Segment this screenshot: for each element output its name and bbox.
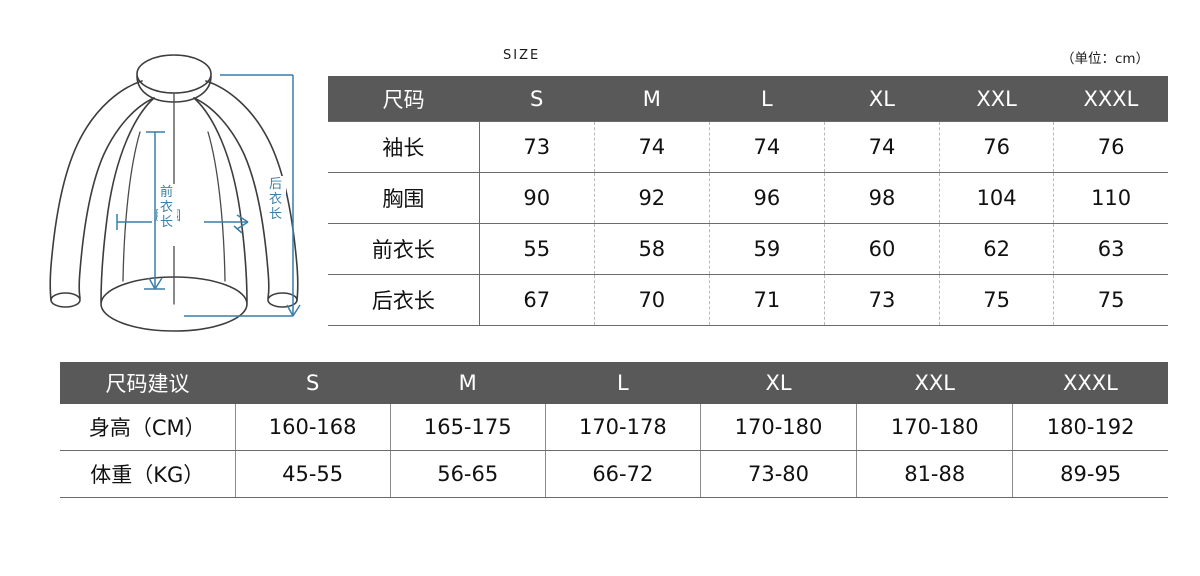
back-length-label: 后衣长 — [269, 177, 282, 222]
body-right-edge — [193, 97, 248, 303]
measurement-header-col-5: XXL — [939, 76, 1054, 122]
measurement-header-col-1: S — [479, 76, 595, 122]
table-row: 体重（KG） 45-55 56-65 66-72 73-80 81-88 89-… — [60, 450, 1168, 498]
measurement-row-3-cell-2: 71 — [709, 274, 825, 326]
measurement-row-1-cell-2: 96 — [709, 172, 825, 224]
measurement-table: 尺码 S M L XL XXL XXXL 袖长 73 74 74 74 76 7… — [328, 76, 1168, 326]
measurement-row-2-cell-0: 55 — [479, 223, 595, 275]
table-row: 胸围 90 92 96 98 104 110 — [328, 172, 1168, 224]
recommendation-header-col-3: L — [545, 362, 701, 404]
recommendation-row-1-cell-4: 81-88 — [856, 450, 1014, 498]
measurement-row-1-cell-1: 92 — [594, 172, 710, 224]
measurement-row-3-cell-0: 67 — [479, 274, 595, 326]
measurement-row-2-cell-4: 62 — [939, 223, 1055, 275]
measurement-header-col-3: L — [709, 76, 825, 122]
recommendation-row-1-label: 体重（KG） — [60, 450, 236, 498]
measurement-header-col-0: 尺码 — [328, 76, 480, 122]
front-length-label-backdrop — [158, 184, 177, 246]
measurement-row-1-cell-0: 90 — [479, 172, 595, 224]
recommendation-row-1-cell-0: 45-55 — [235, 450, 391, 498]
measurement-row-1-cell-5: 110 — [1053, 172, 1168, 224]
recommendation-row-0-cell-0: 160-168 — [235, 404, 391, 451]
jacket-line-drawing: 胸围 前衣长 后衣长 — [49, 54, 301, 332]
recommendation-header-col-6: XXXL — [1012, 362, 1168, 404]
chest-dim-arrow-extra — [233, 225, 243, 234]
measurement-row-3-cell-4: 75 — [939, 274, 1055, 326]
left-sleeve-inner — [78, 97, 155, 299]
recommendation-table: 尺码建议 S M L XL XXL XXXL 身高（CM） 160-168 16… — [60, 362, 1168, 498]
unit-caption: （单位：cm） — [1061, 51, 1150, 67]
measurement-row-0-cell-3: 74 — [824, 121, 941, 173]
measurement-row-1-cell-3: 98 — [824, 172, 941, 224]
measurement-row-3-cell-1: 70 — [594, 274, 710, 326]
measurement-row-0-cell-0: 73 — [479, 121, 595, 173]
measurement-row-0-cell-5: 76 — [1053, 121, 1168, 173]
recommendation-table-wrapper: 尺码建议 S M L XL XXL XXXL 身高（CM） 160-168 16… — [60, 362, 1168, 498]
measurement-row-3-cell-3: 73 — [824, 274, 941, 326]
measurement-header-col-2: M — [594, 76, 710, 122]
measurement-row-0-label: 袖长 — [328, 121, 480, 173]
recommendation-header-col-1: S — [235, 362, 391, 404]
recommendation-row-0-cell-4: 170-180 — [856, 404, 1014, 451]
right-cuff — [267, 292, 298, 308]
measurement-table-wrapper: 尺码 S M L XL XXL XXXL 袖长 73 74 74 74 76 7… — [328, 76, 1168, 326]
left-cuff — [50, 292, 81, 308]
back-length-arrow — [286, 304, 301, 317]
recommendation-row-1-cell-1: 56-65 — [390, 450, 546, 498]
measurement-row-3-label: 后衣长 — [328, 274, 480, 326]
measurement-row-2-label: 前衣长 — [328, 223, 480, 275]
measurement-header-col-4: XL — [824, 76, 940, 122]
recommendation-header-col-0: 尺码建议 — [60, 362, 236, 404]
recommendation-row-0-cell-2: 170-178 — [545, 404, 701, 451]
table-row: 前衣长 55 58 59 60 62 63 — [328, 223, 1168, 275]
back-length-label-backdrop — [267, 176, 286, 238]
recommendation-row-1-cell-3: 73-80 — [700, 450, 858, 498]
front-length-label: 前衣长 — [160, 184, 173, 230]
measurement-row-3-cell-5: 75 — [1053, 274, 1168, 326]
measurement-row-0-cell-4: 76 — [939, 121, 1055, 173]
size-caption: SIZE — [503, 48, 541, 63]
table-row: 身高（CM） 160-168 165-175 170-178 170-180 1… — [60, 404, 1168, 451]
recommendation-header-col-5: XXL — [856, 362, 1013, 404]
recommendation-row-1-cell-5: 89-95 — [1012, 450, 1168, 498]
table-row: 袖长 73 74 74 74 76 76 — [328, 121, 1168, 173]
right-panel-seam — [207, 131, 226, 282]
recommendation-header-col-4: XL — [700, 362, 857, 404]
body-left-edge — [100, 97, 155, 303]
measurement-row-1-cell-4: 104 — [939, 172, 1055, 224]
recommendation-row-0-cell-1: 165-175 — [390, 404, 546, 451]
left-panel-seam — [122, 131, 141, 282]
measurement-table-header-row: 尺码 S M L XL XXL XXXL — [328, 76, 1168, 122]
recommendation-row-0-label: 身高（CM） — [60, 404, 236, 451]
chest-dim-arrow-right — [236, 214, 249, 230]
recommendation-table-header-row: 尺码建议 S M L XL XXL XXXL — [60, 362, 1168, 404]
right-sleeve-inner — [193, 97, 270, 299]
measurement-row-2-cell-3: 60 — [824, 223, 941, 275]
measurement-row-2-cell-1: 58 — [594, 223, 710, 275]
recommendation-row-1-cell-2: 66-72 — [545, 450, 701, 498]
measurement-row-2-cell-2: 59 — [709, 223, 825, 275]
collar-icon — [136, 54, 212, 94]
jacket-illustration-panel: 胸围 前衣长 后衣长 — [24, 36, 324, 342]
left-sleeve-outer — [49, 80, 143, 301]
table-row: 后衣长 67 70 71 73 75 75 — [328, 274, 1168, 326]
measurement-row-1-label: 胸围 — [328, 172, 480, 224]
measurement-header-col-6: XXXL — [1053, 76, 1168, 122]
measurement-row-2-cell-5: 63 — [1053, 223, 1168, 275]
measurement-row-0-cell-1: 74 — [594, 121, 710, 173]
front-length-arrow — [148, 277, 163, 290]
recommendation-header-col-2: M — [390, 362, 546, 404]
measurement-row-0-cell-2: 74 — [709, 121, 825, 173]
recommendation-row-0-cell-5: 180-192 — [1012, 404, 1168, 451]
recommendation-row-0-cell-3: 170-180 — [700, 404, 858, 451]
